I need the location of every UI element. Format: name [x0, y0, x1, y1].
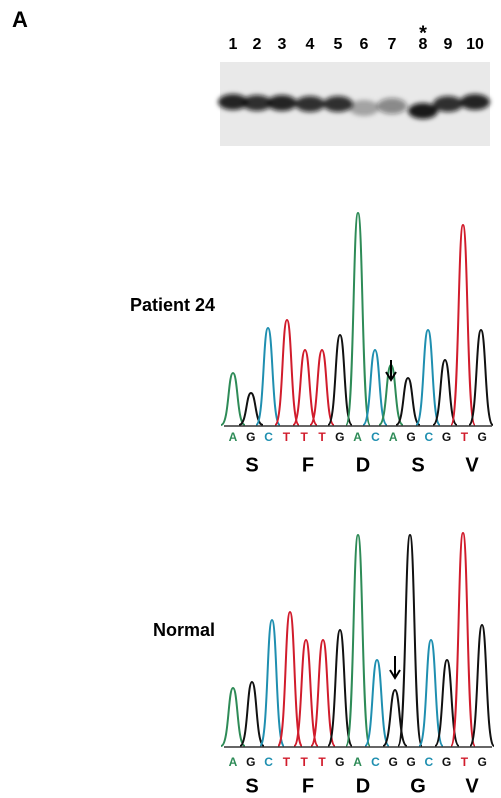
- base-letter: T: [301, 430, 309, 444]
- amino-acid: S: [411, 454, 424, 476]
- base-letter: A: [229, 755, 238, 769]
- lane-number: 8: [419, 36, 428, 53]
- normal-chromatogram: [221, 533, 494, 746]
- base-letter: G: [442, 755, 451, 769]
- lane-number: 2: [253, 36, 262, 53]
- band: [323, 96, 353, 112]
- peak: [416, 330, 440, 425]
- base-letter: G: [478, 430, 487, 444]
- amino-acid: F: [302, 454, 314, 476]
- peak: [310, 350, 334, 425]
- base-letter: C: [424, 430, 433, 444]
- peak: [470, 625, 494, 746]
- band: [295, 96, 325, 112]
- base-letter: A: [389, 430, 398, 444]
- base-letter: C: [371, 430, 380, 444]
- base-letter: G: [478, 755, 487, 769]
- patient-label: Patient 24: [130, 295, 215, 315]
- band: [349, 100, 379, 116]
- base-letter: G: [389, 755, 398, 769]
- base-letter: T: [318, 430, 326, 444]
- amino-acid: V: [465, 454, 479, 476]
- base-letter: T: [301, 755, 309, 769]
- base-letter: T: [461, 755, 469, 769]
- peak: [365, 660, 389, 746]
- peak: [346, 535, 370, 746]
- peak: [396, 378, 420, 425]
- base-letter: C: [424, 755, 433, 769]
- base-letter: T: [318, 755, 326, 769]
- base-letter: C: [264, 755, 273, 769]
- lane-number: 9: [444, 36, 453, 53]
- figure: A * Patient 24 Normal 12345678910AGCTTTG…: [0, 0, 501, 798]
- base-letter: A: [229, 430, 238, 444]
- peak: [221, 373, 245, 425]
- amino-acid: D: [356, 775, 370, 797]
- base-letter: A: [353, 755, 362, 769]
- base-letter: G: [335, 430, 344, 444]
- amino-acid: V: [465, 775, 479, 797]
- base-letter: G: [335, 755, 344, 769]
- peak: [398, 535, 422, 746]
- peak: [256, 328, 280, 425]
- band: [433, 96, 463, 112]
- base-letter: T: [283, 755, 291, 769]
- peak: [328, 630, 352, 746]
- peak: [469, 330, 493, 425]
- lane-number: 3: [278, 36, 287, 53]
- lane-number: 10: [466, 36, 484, 53]
- base-letter: A: [353, 430, 362, 444]
- base-letter: T: [461, 430, 469, 444]
- amino-acid: G: [410, 775, 426, 797]
- peak: [240, 682, 264, 746]
- patient-chromatogram: [221, 213, 493, 425]
- base-letter: G: [246, 430, 255, 444]
- band: [377, 98, 407, 114]
- band: [267, 95, 297, 111]
- lane-number: 4: [306, 36, 315, 53]
- amino-acid: D: [356, 454, 370, 476]
- band: [460, 94, 490, 110]
- lane-number: 6: [360, 36, 369, 53]
- peak: [275, 320, 299, 425]
- peak: [260, 620, 284, 746]
- amino-acid: F: [302, 775, 314, 797]
- normal-label: Normal: [153, 620, 215, 640]
- lane-number: 7: [388, 36, 397, 53]
- base-letter: C: [264, 430, 273, 444]
- panel-label: A: [12, 7, 28, 32]
- base-letter: G: [246, 755, 255, 769]
- lane-number: 5: [334, 36, 343, 53]
- amino-acid: S: [245, 454, 258, 476]
- base-letter: G: [442, 430, 451, 444]
- lane-number: 1: [229, 36, 238, 53]
- peak: [451, 225, 475, 425]
- mutation-arrow: [390, 656, 400, 678]
- base-letter: G: [406, 755, 415, 769]
- base-letter: C: [371, 755, 380, 769]
- peak: [221, 688, 245, 746]
- base-letter: G: [406, 430, 415, 444]
- amino-acid: S: [245, 775, 258, 797]
- base-letter: T: [283, 430, 291, 444]
- peak: [451, 533, 475, 746]
- peak: [346, 213, 370, 425]
